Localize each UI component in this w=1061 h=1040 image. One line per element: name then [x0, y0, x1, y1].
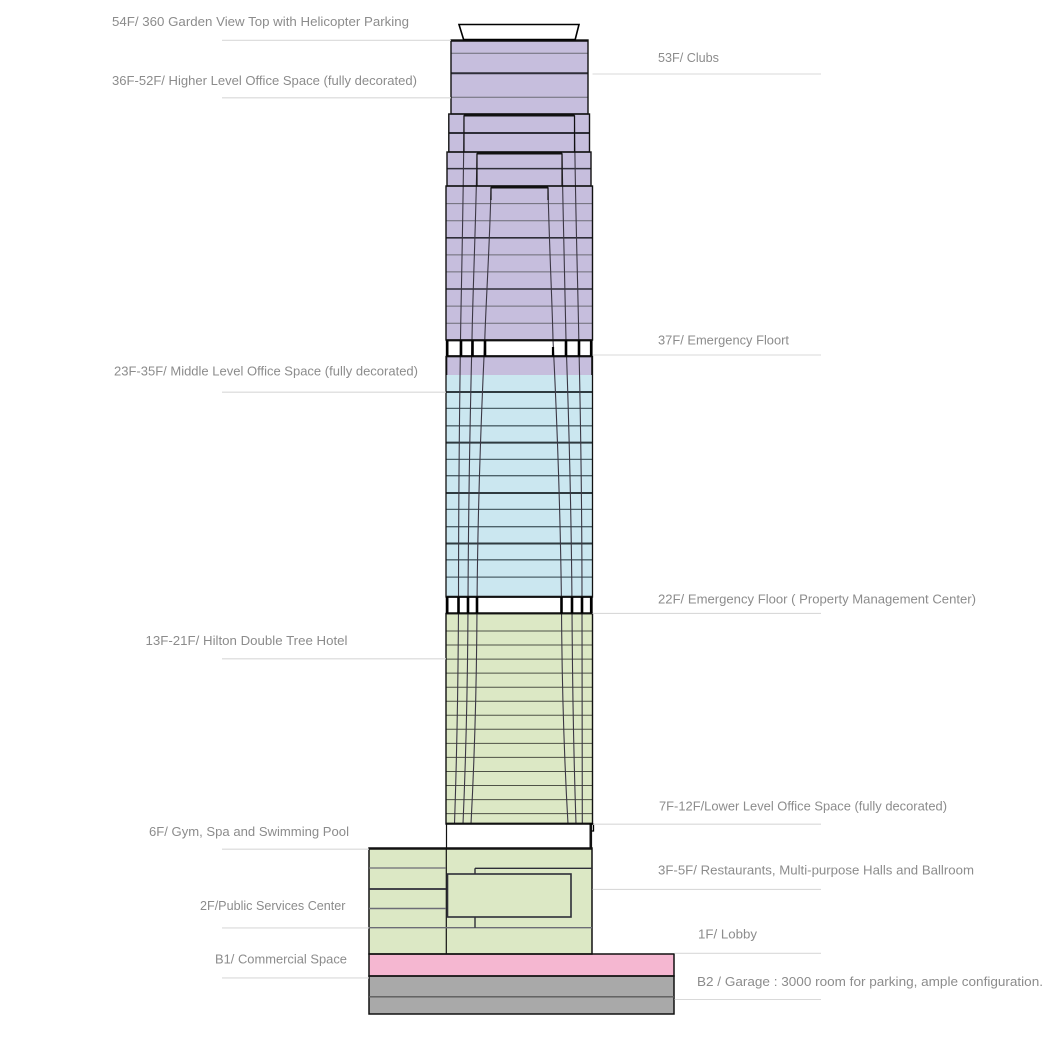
svg-text:6F/ Gym, Spa and Swimming Pool: 6F/ Gym, Spa and Swimming Pool [149, 824, 349, 839]
svg-text:2F/Public Services Center: 2F/Public Services Center [200, 898, 346, 913]
svg-text:22F/ Emergency Floor ( Propert: 22F/ Emergency Floor ( Property Manageme… [658, 591, 976, 606]
svg-text:B1/ Commercial Space: B1/ Commercial Space [215, 952, 347, 967]
svg-text:1F/ Lobby: 1F/ Lobby [698, 926, 757, 941]
svg-text:3F-5F/ Restaurants, Multi-purp: 3F-5F/ Restaurants, Multi-purpose Halls … [658, 863, 974, 878]
svg-text:37F/ Emergency Floort: 37F/ Emergency Floort [658, 333, 789, 348]
svg-text:13F-21F/ Hilton Double Tree Ho: 13F-21F/ Hilton Double Tree Hotel [146, 633, 348, 648]
svg-text:23F-35F/ Middle Level Office S: 23F-35F/ Middle Level Office Space (full… [114, 364, 418, 379]
svg-text:7F-12F/Lower Level Office Spac: 7F-12F/Lower Level Office Space (fully d… [659, 798, 947, 813]
svg-text:53F/ Clubs: 53F/ Clubs [658, 50, 719, 65]
svg-text:B2 / Garage : 3000 room for pa: B2 / Garage : 3000 room for parking, amp… [697, 974, 1043, 989]
svg-text:36F-52F/ Higher Level Office S: 36F-52F/ Higher Level Office Space (full… [112, 73, 417, 88]
svg-text:54F/ 360 Garden View Top with: 54F/ 360 Garden View Top with Helicopter… [112, 14, 409, 29]
